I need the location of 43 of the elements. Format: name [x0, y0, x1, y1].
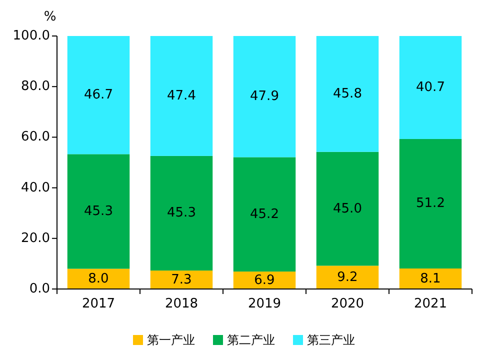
x-tick-label: 2018 [164, 296, 198, 312]
data-label: 51.2 [416, 196, 445, 212]
data-label: 46.7 [84, 88, 113, 103]
bar [316, 36, 379, 152]
data-label: 8.1 [420, 271, 441, 286]
y-tick-label: 100.0 [12, 28, 50, 44]
data-label: 45.0 [333, 201, 362, 216]
bar [233, 157, 296, 272]
data-label: 8.0 [88, 271, 109, 286]
data-label: 45.8 [333, 86, 362, 102]
bar [150, 36, 213, 156]
x-tick-label: 2017 [82, 296, 116, 312]
bar [316, 152, 379, 266]
data-label: 9.2 [337, 270, 358, 285]
data-label: 45.3 [167, 206, 196, 221]
x-tick-label: 2021 [414, 296, 448, 312]
bar [316, 266, 379, 289]
bar [150, 156, 213, 271]
bar [399, 138, 462, 269]
data-label: 47.9 [250, 89, 279, 104]
x-tick-label: 2020 [330, 296, 364, 312]
bar [150, 270, 213, 289]
y-axis-title: % [44, 10, 56, 24]
data-label: 47.4 [167, 88, 196, 104]
data-label: 7.3 [171, 272, 192, 288]
y-tick-label: 40.0 [21, 180, 50, 196]
y-tick-label: 0.0 [29, 282, 50, 296]
x-tick-label: 2019 [248, 296, 282, 312]
legend-label: 第二产业 [227, 333, 275, 347]
data-label: 6.9 [254, 272, 275, 288]
bar [67, 154, 130, 269]
y-tick-label: 60.0 [21, 130, 50, 145]
legend-label: 第三产业 [307, 333, 355, 347]
data-label: 40.7 [416, 80, 445, 95]
y-tick-label: 80.0 [21, 79, 50, 94]
bar [399, 268, 462, 289]
y-tick-label: 20.0 [21, 230, 50, 246]
bar [233, 36, 296, 158]
data-label: 45.3 [84, 204, 113, 219]
bar [399, 36, 462, 139]
data-label: 45.2 [250, 206, 279, 222]
legend-label: 第一产业 [147, 333, 195, 347]
bar [67, 36, 130, 154]
